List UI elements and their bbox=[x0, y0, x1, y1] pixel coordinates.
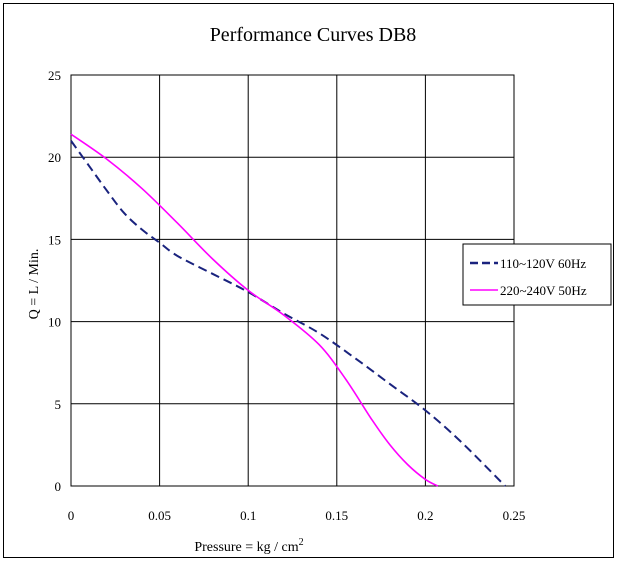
chart-title: Performance Curves DB8 bbox=[210, 24, 417, 46]
x-tick-label: 0.25 bbox=[503, 508, 526, 523]
x-axis-label: Pressure = kg / cm2 bbox=[194, 537, 303, 555]
x-axis-label-superscript: 2 bbox=[299, 537, 304, 548]
grid bbox=[70, 74, 515, 487]
series-layer bbox=[70, 133, 506, 487]
y-tick-label: 0 bbox=[55, 479, 62, 494]
series-line-2 bbox=[70, 133, 439, 487]
y-axis-ticks: 0 5 10 15 20 25 bbox=[48, 68, 61, 494]
x-axis-label-text: Pressure = kg / cm bbox=[194, 540, 298, 555]
series-line-1 bbox=[70, 140, 506, 487]
y-tick-label: 15 bbox=[48, 232, 61, 247]
x-tick-label: 0.1 bbox=[240, 508, 256, 523]
x-tick-label: 0.15 bbox=[325, 508, 348, 523]
x-tick-label: 0.05 bbox=[148, 508, 171, 523]
y-tick-label: 5 bbox=[55, 397, 62, 412]
y-tick-label: 10 bbox=[48, 315, 61, 330]
legend-label-1: 110~120V 60Hz bbox=[500, 256, 586, 271]
legend-label-2: 220~240V 50Hz bbox=[500, 283, 587, 298]
legend: 110~120V 60Hz 220~240V 50Hz bbox=[462, 243, 612, 306]
plot-area bbox=[70, 74, 515, 487]
x-tick-label: 0.2 bbox=[417, 508, 433, 523]
y-axis-label: Q = L / Min. bbox=[27, 249, 42, 320]
x-axis-ticks: 0 0.05 0.1 0.15 0.2 0.25 bbox=[68, 508, 526, 523]
y-tick-label: 20 bbox=[48, 150, 61, 165]
y-tick-label: 25 bbox=[48, 68, 61, 83]
legend-box bbox=[462, 243, 612, 306]
x-tick-label: 0 bbox=[68, 508, 75, 523]
